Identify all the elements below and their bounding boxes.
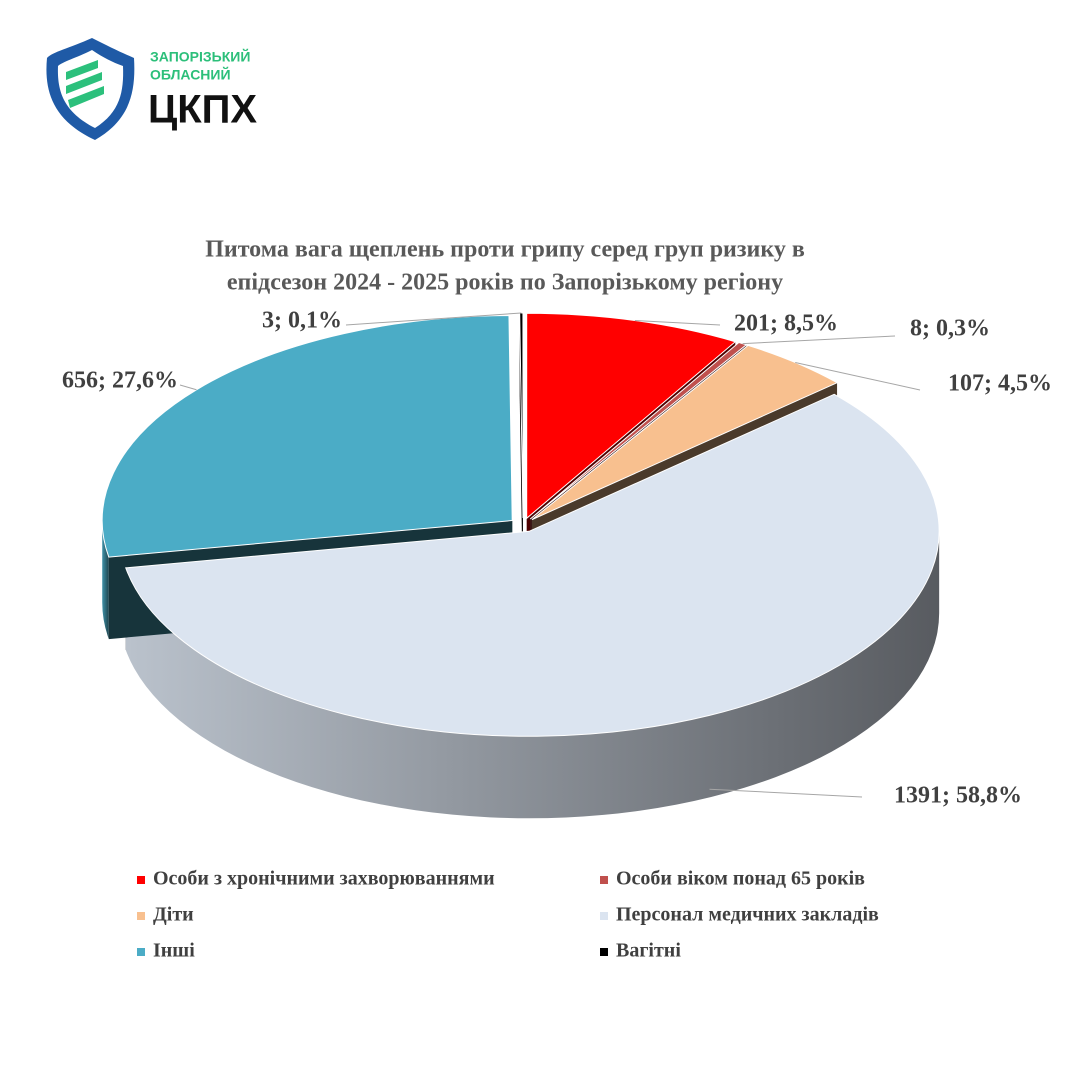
legend: Особи з хронічними захворюваннями Особи в…: [137, 868, 879, 962]
slice: [526, 312, 737, 520]
data-label: 1391; 58,8%: [894, 783, 1022, 809]
leader-line: [345, 312, 522, 326]
pie: 201; 8,5% 8; 0,3% 107; 4,5% 1391; 58,8% 656;…: [62, 308, 1052, 819]
legend-swatch: [137, 876, 145, 884]
data-label: 3; 0,1%: [262, 308, 342, 334]
slice: [101, 315, 513, 558]
logo-stripes: [66, 60, 104, 108]
leader-line: [795, 361, 921, 391]
logo-line1: ЗАПОРІЗЬКИЙ: [150, 48, 250, 65]
slice: [531, 344, 839, 521]
leader-line: [742, 335, 896, 345]
legend-swatch: [600, 876, 608, 884]
leader-line: [179, 384, 197, 391]
slice-wall: [125, 531, 940, 819]
data-label: 201; 8,5%: [734, 311, 838, 337]
legend-label: Інші: [153, 940, 195, 962]
chart-title: Питома вага щеплень проти грипу серед гр…: [205, 237, 805, 263]
legend-label: Діти: [153, 904, 194, 926]
logo-line2: ОБЛАСНИЙ: [150, 66, 231, 83]
slice: [125, 393, 940, 737]
legend-label: Вагітні: [616, 940, 681, 962]
legend-swatch: [137, 948, 145, 956]
legend-swatch: [600, 912, 608, 920]
legend-label: Персонал медичних закладів: [616, 904, 879, 926]
logo-name: ЦКПХ: [148, 88, 257, 132]
data-label: 656; 27,6%: [62, 368, 178, 394]
data-label: 8; 0,3%: [910, 316, 990, 342]
slice-wall: [102, 520, 109, 640]
logo: ЗАПОРІЗЬКИЙ ОБЛАСНИЙ ЦКПХ: [46, 38, 257, 140]
legend-label: Особи з хронічними захворюваннями: [153, 868, 495, 890]
data-label: 107; 4,5%: [948, 371, 1052, 397]
legend-label: Особи віком понад 65 років: [616, 868, 865, 890]
leader-line: [634, 320, 721, 326]
chart-title: епідсезон 2024 - 2025 років по Запорізьк…: [227, 270, 783, 296]
legend-swatch: [137, 912, 145, 920]
legend-swatch: [600, 948, 608, 956]
leader-line: [709, 788, 863, 798]
